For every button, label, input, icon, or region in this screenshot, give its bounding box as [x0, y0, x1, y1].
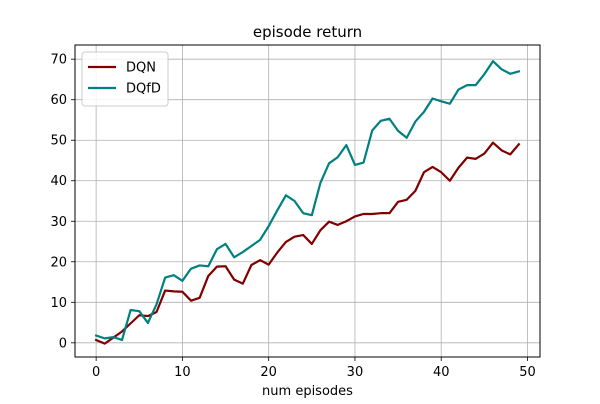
y-tick-label: 30 [50, 215, 67, 230]
y-tick-label: 40 [50, 174, 67, 189]
x-tick-label: 30 [347, 365, 364, 380]
x-tick-label: 50 [519, 365, 536, 380]
series-lines [94, 60, 521, 345]
legend: DQN DQfD [81, 51, 169, 107]
chart-title: episode return [253, 23, 362, 41]
x-tick-label: 20 [260, 365, 277, 380]
y-tick-label: 60 [50, 93, 67, 108]
x-tick-label: 40 [433, 365, 450, 380]
y-tick-label: 50 [50, 134, 67, 149]
y-tick-label: 10 [50, 296, 67, 311]
y-tick-label: 0 [59, 336, 67, 351]
plot-frame [74, 44, 541, 358]
x-tick-label: 10 [174, 365, 191, 380]
legend-label-dqfd: DQfD [126, 82, 161, 97]
series-line-dqfd [94, 60, 521, 342]
x-tick-label: 0 [92, 365, 100, 380]
series-line-dqn [94, 141, 521, 345]
grid [75, 45, 540, 357]
axis-ticks: 0 10 20 30 40 50 0 10 20 30 40 50 60 70 [50, 53, 535, 380]
legend-box [81, 51, 169, 107]
y-tick-label: 20 [50, 255, 67, 270]
x-axis-label: num episodes [262, 384, 353, 399]
y-tick-label: 70 [50, 53, 67, 68]
legend-label-dqn: DQN [126, 61, 156, 76]
